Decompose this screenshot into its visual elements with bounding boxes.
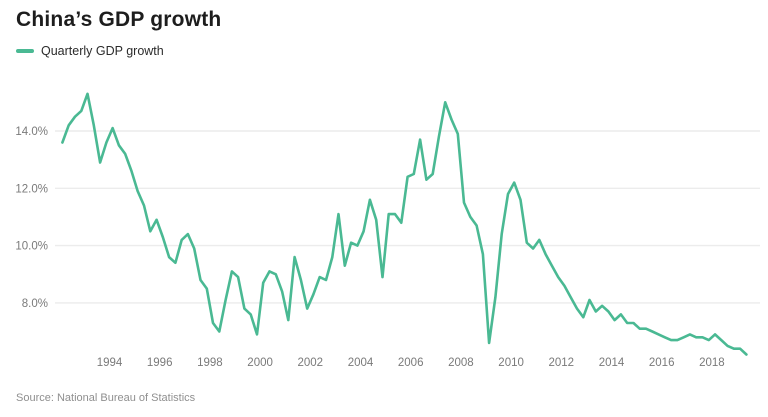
y-axis-label: 8.0% bbox=[22, 298, 48, 310]
x-axis-label: 2016 bbox=[649, 357, 675, 369]
x-axis-label: 2012 bbox=[549, 357, 575, 369]
gdp-growth-line bbox=[61, 92, 748, 356]
x-axis-label: 2010 bbox=[498, 357, 524, 369]
x-axis-label: 1998 bbox=[197, 357, 223, 369]
source-note: Source: National Bureau of Statistics bbox=[16, 392, 196, 404]
x-axis-label: 2014 bbox=[599, 357, 625, 369]
x-axis-label: 1994 bbox=[97, 357, 123, 369]
x-axis-label: 2008 bbox=[448, 357, 474, 369]
chart-title: China’s GDP growth bbox=[16, 8, 222, 31]
legend-line-swatch bbox=[16, 49, 34, 53]
y-axis-label: 10.0% bbox=[15, 241, 48, 253]
legend-label: Quarterly GDP growth bbox=[41, 44, 164, 58]
x-axis-label: 2004 bbox=[348, 357, 374, 369]
y-axis-label: 12.0% bbox=[15, 183, 48, 195]
legend: Quarterly GDP growth bbox=[16, 43, 164, 59]
x-axis-label: 2006 bbox=[398, 357, 424, 369]
y-axis-label: 14.0% bbox=[15, 126, 48, 138]
x-axis-label: 2002 bbox=[298, 357, 324, 369]
x-axis-label: 2000 bbox=[247, 357, 273, 369]
x-axis-label: 2018 bbox=[699, 357, 725, 369]
x-axis-label: 1996 bbox=[147, 357, 173, 369]
